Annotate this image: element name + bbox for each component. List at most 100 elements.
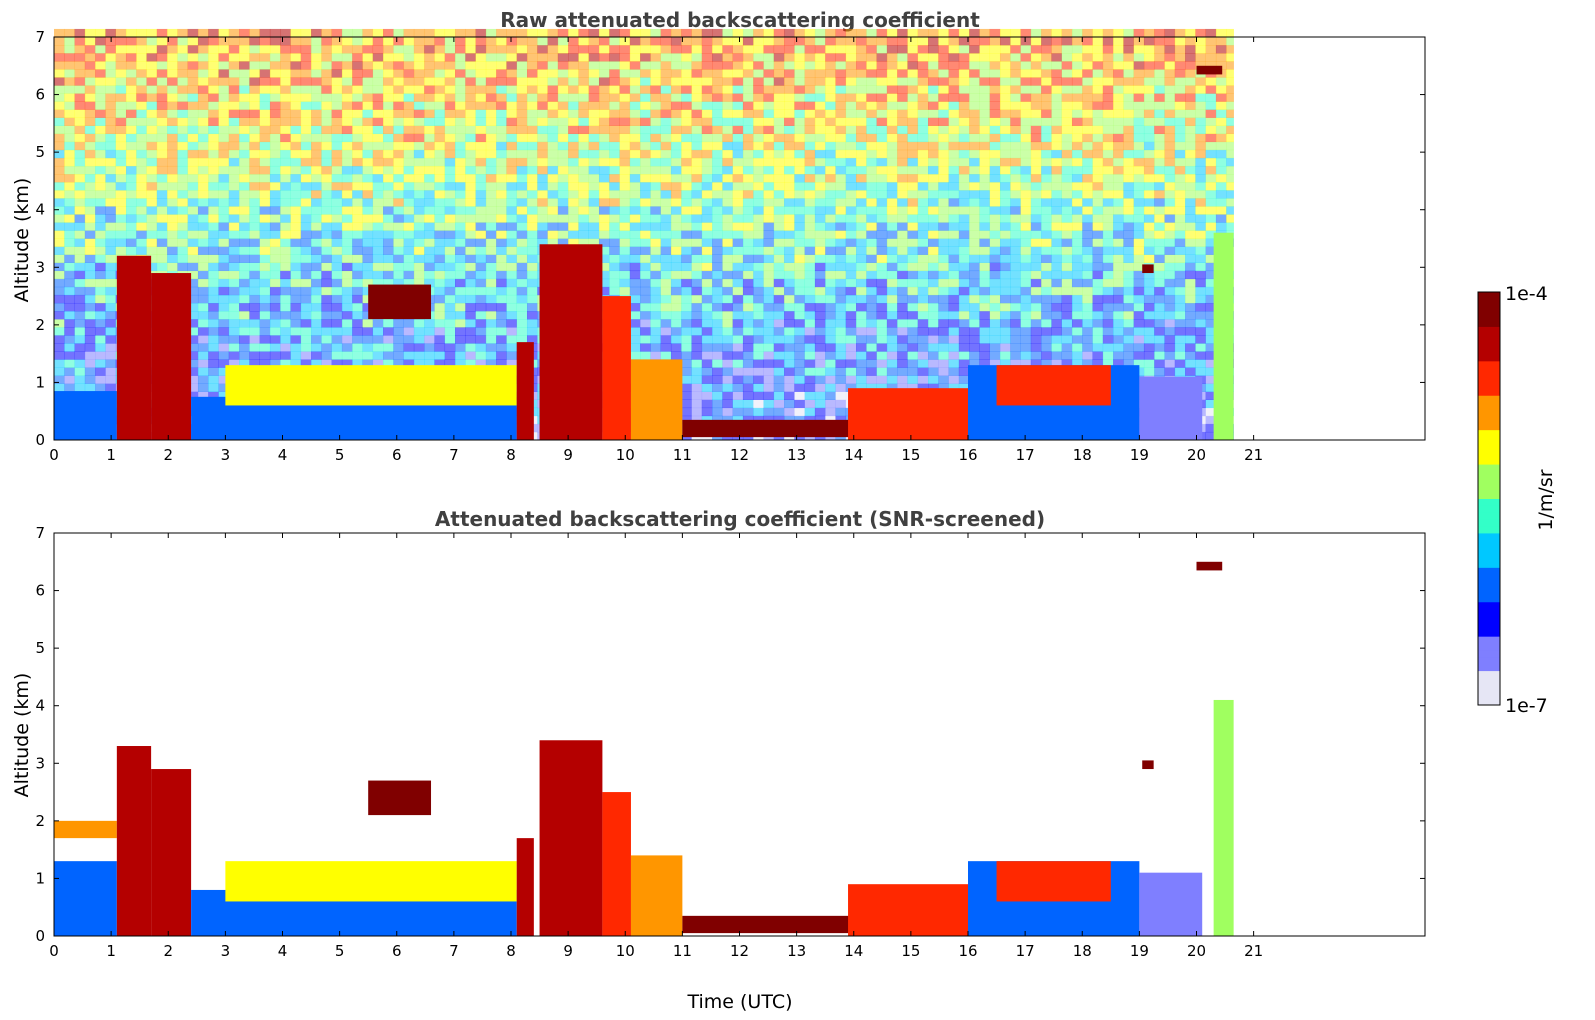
noise-cell — [485, 174, 497, 183]
noise-cell — [167, 174, 178, 183]
noise-cell — [691, 37, 703, 46]
noise-cell — [969, 69, 980, 78]
noise-cell — [742, 214, 754, 223]
noise-cell — [814, 302, 826, 312]
noise-cell — [269, 182, 281, 191]
noise-cell — [105, 109, 116, 118]
noise-cell — [969, 149, 980, 159]
noise-cell — [907, 157, 919, 167]
noise-cell — [105, 254, 116, 263]
noise-cell — [763, 294, 775, 304]
noise-cell — [95, 125, 106, 135]
noise-cell — [352, 230, 363, 239]
noise-cell — [105, 133, 116, 143]
noise-cell — [609, 109, 620, 118]
noise-cell — [383, 359, 394, 368]
noise-cell — [773, 174, 785, 183]
noise-cell — [691, 375, 703, 384]
noise-cell — [311, 149, 322, 159]
noise-cell — [876, 302, 888, 312]
noise-cell — [701, 238, 713, 247]
noise-cell — [742, 141, 754, 151]
noise-cell — [455, 222, 466, 231]
noise-cell — [362, 85, 374, 94]
noise-cell — [856, 182, 867, 191]
noise-cell — [218, 85, 230, 94]
noise-cell — [187, 254, 199, 263]
noise-cell — [598, 125, 610, 135]
top-panel: Raw attenuated backscattering coefficien… — [11, 8, 1426, 464]
noise-cell — [280, 286, 291, 296]
noise-cell — [784, 28, 795, 38]
noise-cell — [856, 270, 867, 280]
noise-cell — [907, 109, 919, 118]
noise-cell — [280, 28, 291, 38]
noise-cell — [413, 125, 425, 135]
noise-cell — [300, 230, 312, 239]
noise-cell — [784, 182, 795, 191]
noise-cell — [681, 359, 692, 368]
noise-cell — [753, 270, 764, 280]
noise-cell — [1030, 254, 1042, 263]
noise-cell — [516, 286, 528, 296]
noise-cell — [753, 141, 764, 151]
noise-cell — [1051, 359, 1062, 368]
noise-cell — [856, 125, 867, 135]
noise-cell — [588, 141, 600, 151]
noise-cell — [383, 206, 394, 215]
noise-cell — [84, 343, 96, 352]
noise-cell — [773, 125, 785, 135]
noise-cell — [732, 351, 744, 360]
noise-cell — [660, 149, 672, 159]
noise-cell — [269, 174, 281, 183]
noise-cell — [239, 359, 250, 368]
noise-cell — [1041, 359, 1052, 368]
noise-cell — [609, 61, 620, 70]
noise-cell — [907, 238, 919, 247]
noise-cell — [455, 335, 466, 344]
noise-cell — [218, 319, 230, 328]
noise-cell — [619, 246, 631, 255]
noise-cell — [681, 294, 692, 304]
noise-cell — [105, 69, 116, 78]
noise-cell — [660, 28, 672, 38]
noise-cell — [455, 198, 466, 207]
noise-cell — [1051, 198, 1062, 207]
noise-cell — [434, 141, 446, 151]
noise-cell — [989, 294, 1001, 304]
noise-cell — [352, 117, 363, 126]
noise-cell — [372, 28, 384, 38]
noise-cell — [383, 174, 394, 183]
noise-cell — [979, 101, 991, 110]
noise-cell — [804, 93, 816, 102]
noise-cell — [629, 174, 641, 183]
noise-cell — [938, 93, 949, 102]
noise-cell — [362, 165, 374, 175]
noise-cell — [938, 28, 949, 38]
noise-cell — [352, 77, 363, 86]
noise-cell — [413, 174, 425, 183]
noise-cell — [753, 69, 764, 78]
noise-cell — [969, 286, 980, 296]
noise-cell — [434, 85, 446, 94]
noise-cell — [496, 45, 507, 54]
noise-cell — [115, 109, 127, 118]
noise-cell — [177, 117, 188, 126]
noise-cell — [640, 141, 651, 151]
noise-cell — [393, 270, 404, 280]
noise-cell — [475, 359, 487, 368]
noise-cell — [444, 109, 456, 118]
noise-cell — [331, 286, 343, 296]
noise-cell — [773, 157, 785, 167]
noise-cell — [331, 101, 343, 110]
noise-cell — [136, 149, 147, 159]
noise-cell — [74, 157, 86, 167]
noise-cell — [742, 351, 754, 360]
noise-cell — [701, 230, 713, 239]
noise-cell — [136, 165, 147, 175]
noise-cell — [866, 383, 877, 392]
noise-cell — [938, 254, 949, 263]
noise-cell — [670, 238, 682, 247]
noise-cell — [1010, 125, 1021, 135]
noise-cell — [784, 133, 795, 143]
